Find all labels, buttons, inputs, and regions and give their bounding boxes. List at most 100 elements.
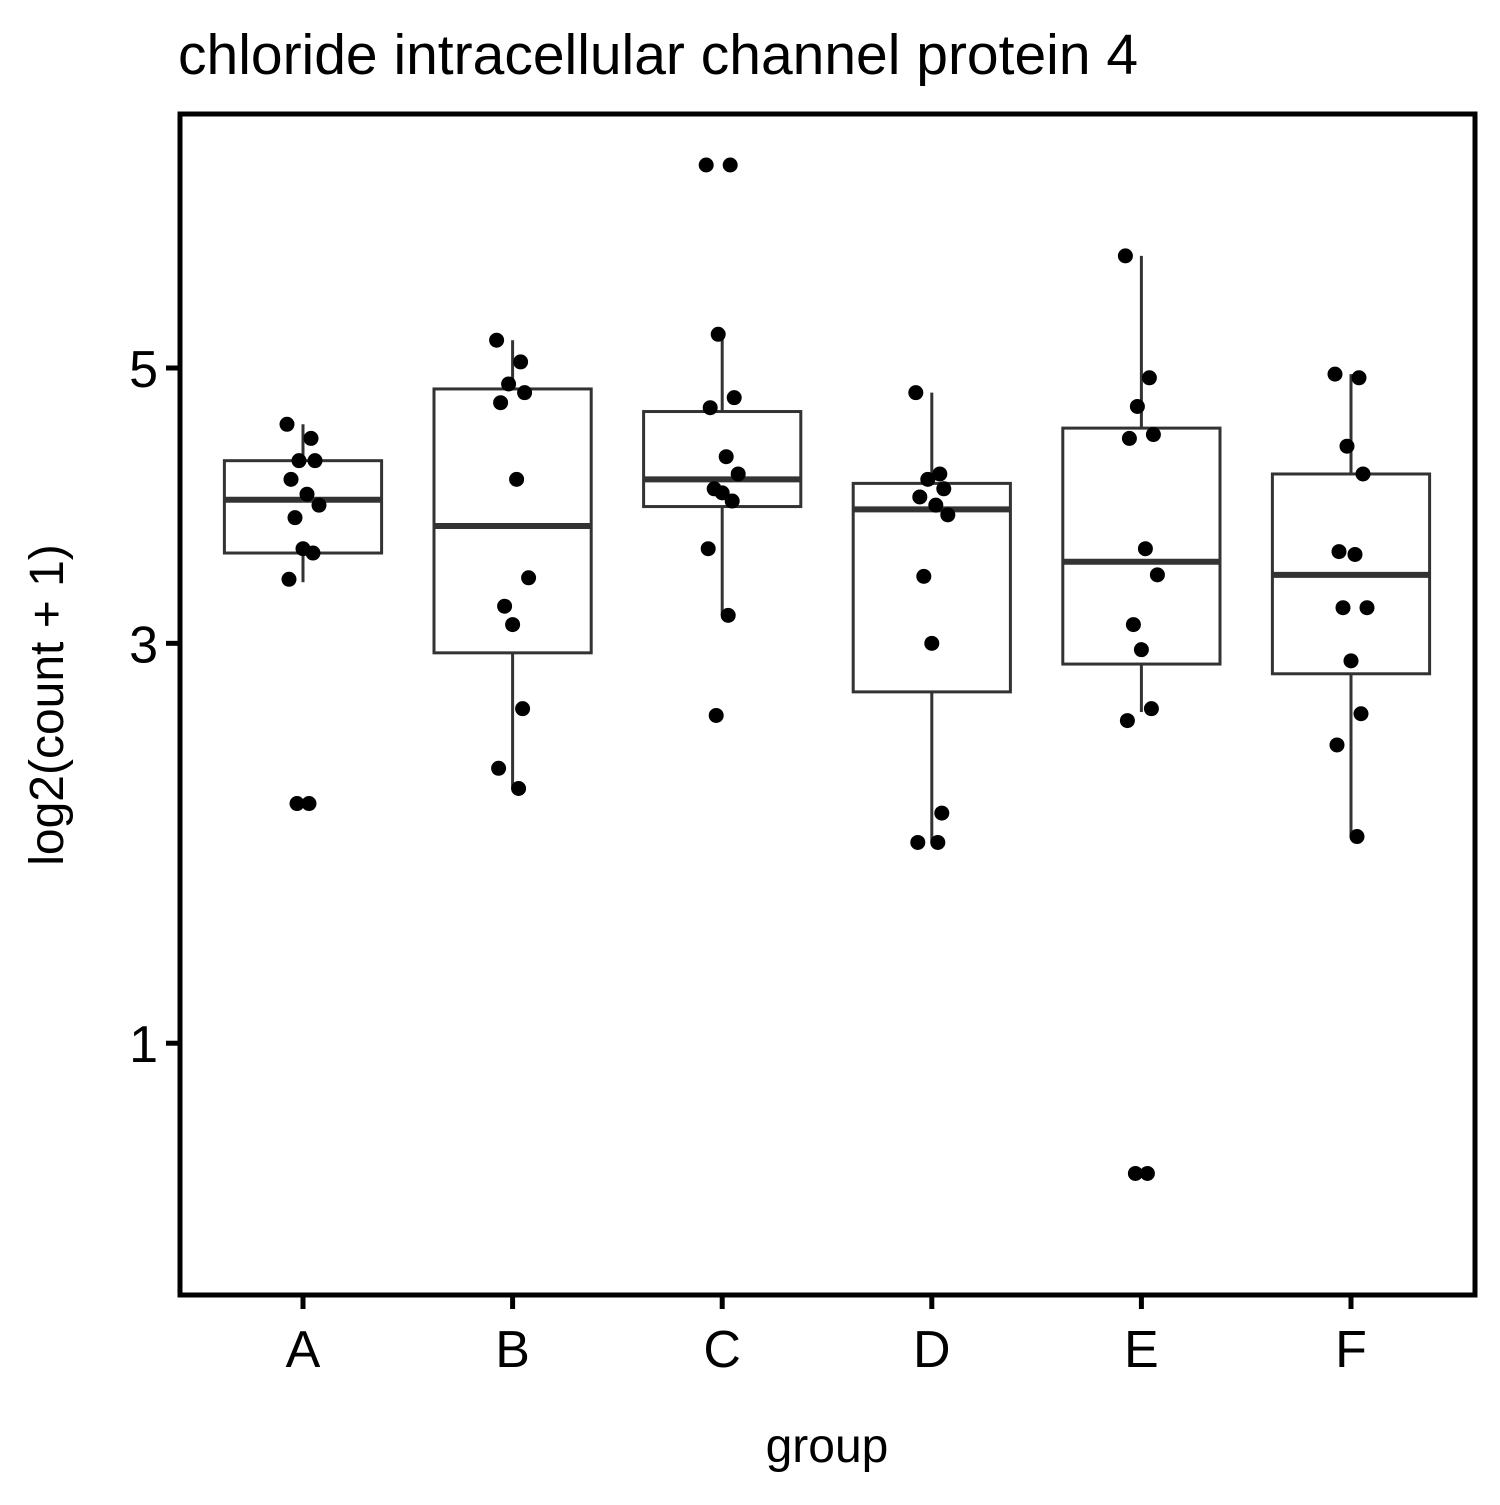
data-point <box>1149 567 1165 583</box>
data-point <box>916 568 932 584</box>
data-point <box>932 466 948 482</box>
points-A <box>279 416 327 812</box>
box-C <box>642 334 803 616</box>
data-point <box>1331 544 1347 560</box>
box-iqr <box>222 459 384 555</box>
points-D <box>908 385 956 850</box>
box-F <box>1270 374 1432 837</box>
data-point <box>301 796 317 812</box>
y-tick-label: 5 <box>129 341 158 399</box>
data-point <box>1137 541 1153 557</box>
data-point <box>924 635 940 651</box>
points-F <box>1327 366 1375 845</box>
data-point <box>283 471 299 487</box>
data-point <box>521 570 537 586</box>
data-point <box>289 796 305 812</box>
data-point <box>305 545 321 561</box>
points-B <box>489 332 537 797</box>
data-point <box>279 416 295 432</box>
x-axis-title: group <box>766 1420 889 1473</box>
data-point <box>724 493 740 509</box>
data-point <box>1145 427 1161 443</box>
data-point <box>491 760 507 776</box>
data-point <box>303 430 319 446</box>
data-point <box>934 805 950 821</box>
data-point <box>1143 701 1159 717</box>
data-point <box>1343 653 1359 669</box>
data-point <box>1347 546 1363 562</box>
data-point <box>281 571 297 587</box>
data-point <box>299 486 315 502</box>
x-axis: A B C D E F <box>286 1295 1367 1379</box>
data-point <box>730 466 746 482</box>
data-point <box>908 385 924 401</box>
points-E <box>1117 248 1165 1181</box>
data-point <box>912 489 928 505</box>
data-point <box>1139 1165 1155 1181</box>
data-point <box>928 497 944 513</box>
x-tick-label: A <box>286 1321 321 1379</box>
y-tick-label: 1 <box>129 1016 158 1074</box>
box-B <box>432 340 593 789</box>
points-C <box>698 157 746 723</box>
data-point <box>497 598 513 614</box>
data-point <box>726 390 742 406</box>
x-tick-label: B <box>495 1321 530 1379</box>
data-point <box>1117 248 1133 264</box>
data-point <box>708 707 724 723</box>
data-point <box>714 485 730 501</box>
data-point <box>1133 642 1149 658</box>
data-point <box>940 507 956 523</box>
data-point <box>493 395 509 411</box>
data-point <box>307 453 323 469</box>
data-point <box>710 326 726 342</box>
data-point <box>1353 706 1369 722</box>
data-point <box>1121 430 1137 446</box>
box-iqr <box>432 387 593 655</box>
data-point <box>936 481 952 497</box>
data-point <box>1329 737 1345 753</box>
data-point <box>720 607 736 623</box>
data-point <box>910 834 926 850</box>
data-point <box>1141 370 1157 386</box>
plot-frame <box>177 111 1478 1298</box>
x-tick-label: F <box>1335 1321 1367 1379</box>
data-point <box>718 449 734 465</box>
y-axis: 1 3 5 <box>129 341 180 1074</box>
data-point <box>1129 398 1145 414</box>
data-point <box>291 453 307 469</box>
box-A <box>222 424 384 583</box>
data-point <box>698 157 714 173</box>
data-point <box>1355 466 1371 482</box>
chart-title: chloride intracellular channel protein 4 <box>178 23 1138 87</box>
data-point <box>1127 1165 1143 1181</box>
x-tick-label: C <box>703 1321 741 1379</box>
x-tick-label: E <box>1124 1321 1159 1379</box>
data-point <box>1119 713 1135 729</box>
data-point <box>1359 600 1375 616</box>
data-point <box>489 332 505 348</box>
data-point <box>1351 370 1367 386</box>
data-point <box>920 471 936 487</box>
data-point <box>513 354 529 370</box>
x-tick-label: D <box>913 1321 951 1379</box>
box-iqr <box>851 481 1012 694</box>
data-point <box>1335 600 1351 616</box>
data-point <box>515 701 531 717</box>
data-point <box>722 157 738 173</box>
y-tick-label: 3 <box>129 616 158 674</box>
data-point <box>311 497 327 513</box>
data-point <box>1339 438 1355 454</box>
data-point <box>505 617 521 633</box>
data-point <box>1125 617 1141 633</box>
data-point <box>1349 829 1365 845</box>
data-point <box>287 510 303 526</box>
box-D <box>851 392 1012 843</box>
data-point <box>700 541 716 557</box>
data-point <box>1327 366 1343 382</box>
data-point <box>930 834 946 850</box>
data-point <box>511 781 527 797</box>
y-axis-title: log2(count + 1) <box>21 544 74 866</box>
